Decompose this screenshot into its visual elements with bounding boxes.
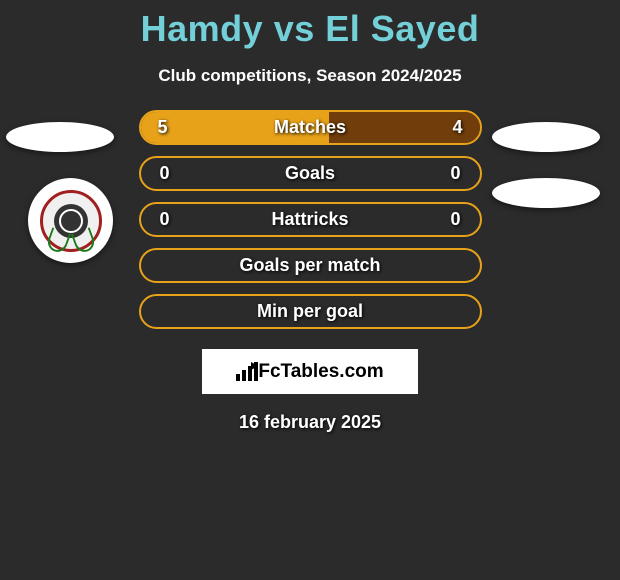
stat-row: 0 Hattricks 0 <box>0 202 620 237</box>
stat-right-value: 4 <box>448 117 468 138</box>
brand-logo-icon <box>236 362 250 381</box>
stat-label: Hattricks <box>271 209 348 230</box>
stat-left-value: 0 <box>155 163 175 184</box>
stat-pill-matches: 5 Matches 4 <box>139 110 482 145</box>
stat-pill-goals: 0 Goals 0 <box>139 156 482 191</box>
stat-label: Min per goal <box>257 301 363 322</box>
brand-text: FcTables.com <box>258 361 383 383</box>
subtitle: Club competitions, Season 2024/2025 <box>0 66 620 86</box>
stat-row: Goals per match <box>0 248 620 283</box>
stat-left-value: 5 <box>153 117 173 138</box>
stat-row: 0 Goals 0 <box>0 156 620 191</box>
stat-row: 5 Matches 4 <box>0 110 620 145</box>
brand-box[interactable]: FcTables.com <box>202 349 418 394</box>
stat-label: Matches <box>274 117 346 138</box>
stat-pill-mpg: Min per goal <box>139 294 482 329</box>
stat-label: Goals per match <box>239 255 380 276</box>
stat-pill-gpm: Goals per match <box>139 248 482 283</box>
stats-area: 5 Matches 4 0 Goals 0 0 Hattricks 0 Goal… <box>0 110 620 329</box>
stat-row: Min per goal <box>0 294 620 329</box>
page-title: Hamdy vs El Sayed <box>0 0 620 50</box>
stat-pill-hattricks: 0 Hattricks 0 <box>139 202 482 237</box>
stat-left-value: 0 <box>155 209 175 230</box>
stat-pill-matches-fill: 5 Matches 4 <box>141 112 480 143</box>
stat-right-value: 0 <box>446 209 466 230</box>
stat-right-value: 0 <box>446 163 466 184</box>
stat-label: Goals <box>285 163 335 184</box>
date-text: 16 february 2025 <box>0 412 620 433</box>
